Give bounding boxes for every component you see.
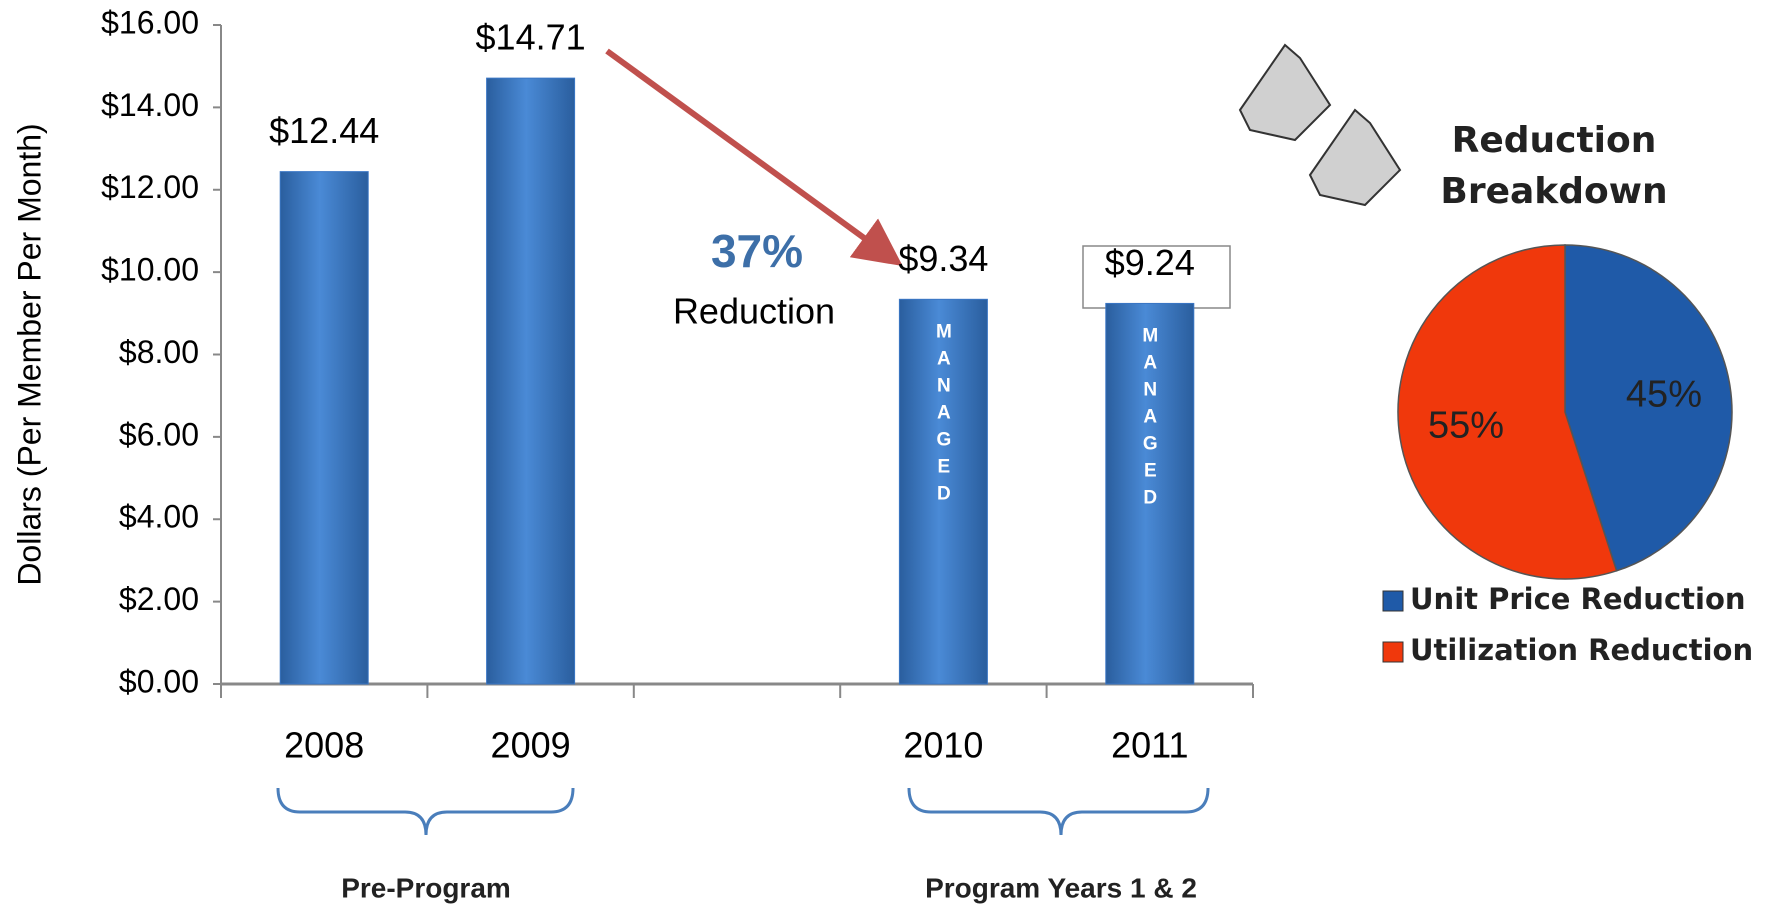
y-tick-label: $10.00 [101,252,199,288]
bracket [276,787,575,836]
y-tick-label: $16.00 [101,4,199,40]
pie-slice [1564,244,1733,572]
bar [1105,302,1195,685]
y-tick-label: $14.00 [101,87,199,123]
pie-title: Reduction [1452,120,1657,161]
value-label: $9.24 [1105,242,1195,283]
bar [898,298,988,685]
y-tick-label: $0.00 [119,663,199,699]
arrow [605,48,903,267]
value-label: $14.71 [476,17,586,58]
legend-label: Utilization Reduction [1410,633,1753,667]
y-tick-label: $12.00 [101,169,199,205]
bar-text: MANAGED [933,321,954,510]
x-tick-label: 2010 [903,725,983,766]
bracket [907,787,1210,836]
y-tick-label: $6.00 [119,416,199,452]
annotation-percent: 37% [711,225,803,277]
legend-swatch [1382,641,1404,663]
bar-text: MANAGED [1140,325,1161,514]
x-tick-label: 2011 [1111,725,1188,766]
chevrons [1238,43,1402,207]
y-tick-label: $8.00 [119,334,199,370]
value-label: $12.44 [269,110,379,151]
legend-swatch [1382,590,1404,612]
pie-label: 55% [1428,405,1504,447]
pie-slice [1397,244,1618,580]
group-label: Pre-Program [341,872,511,903]
pie-label: 45% [1626,373,1702,415]
x-tick-label: 2008 [284,725,364,766]
y-tick-label: $2.00 [119,581,199,617]
group-label: Program Years 1 & 2 [925,872,1197,903]
bar [486,77,576,685]
legend-label: Unit Price Reduction [1410,582,1746,616]
pie-title: Breakdown [1440,171,1667,212]
y-axis-label: Dollars (Per Member Per Month) [11,123,47,585]
y-tick-label: $4.00 [119,499,199,535]
annotation: Reduction [673,291,835,332]
x-tick-label: 2009 [491,725,571,766]
bar [279,171,369,685]
value-label: $9.34 [898,238,988,279]
